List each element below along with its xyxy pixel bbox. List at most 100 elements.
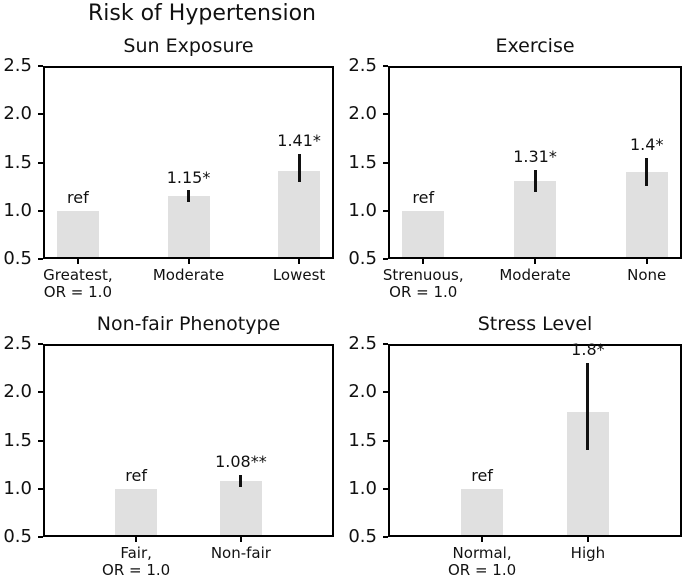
error-bar	[187, 190, 190, 203]
x-tick-label: Lowest	[273, 267, 325, 284]
x-tick-label-line: Lowest	[272, 266, 326, 284]
x-tick-label-line: Moderate	[499, 266, 571, 284]
subplot-exercise: Exercise 0.5 1.0 1.5 2.0 2.5 ref Strenuous, OR =…	[348, 35, 682, 301]
x-tick-mark	[135, 537, 138, 542]
x-tick-label-line: Strenuous,	[382, 266, 464, 284]
y-tick-mark	[38, 113, 43, 116]
subplot-title: Stress Level	[477, 313, 593, 335]
bar	[219, 481, 262, 535]
y-tick-label: 2.5	[3, 333, 32, 354]
x-tick-mark	[534, 259, 536, 264]
x-tick-label-line: High	[570, 544, 606, 562]
y-tick-label: 1.0	[3, 199, 32, 221]
bar-value-label: 1.15*	[166, 167, 211, 187]
subplot-non-fair-phenotype: Non-fair Phenotype 0.5 1.0 1.5 2.0 2.5 ref Fair…	[3, 313, 334, 579]
bar	[461, 488, 504, 535]
y-tick-mark	[38, 487, 43, 490]
plot-area	[43, 344, 334, 537]
x-tick-label-line: Greatest,	[43, 266, 113, 284]
x-tick-label: Greatest, OR = 1.0	[43, 267, 112, 301]
x-tick-label: Moderate	[499, 267, 570, 284]
x-tick-label: Normal, OR = 1.0	[448, 545, 516, 579]
error-bar	[586, 363, 590, 451]
y-tick-label: 0.5	[3, 248, 32, 269]
y-tick-label: 2.5	[348, 55, 377, 76]
bar-value-label: ref	[471, 465, 493, 485]
y-tick-mark	[383, 487, 388, 490]
x-tick-mark	[239, 537, 242, 542]
bar-value-label: 1.08**	[215, 452, 267, 472]
y-tick-mark	[383, 209, 388, 212]
y-tick-label: 0.5	[348, 526, 377, 547]
y-tick-mark	[383, 391, 388, 394]
y-tick-mark	[38, 209, 43, 212]
y-tick-label: 2.0	[3, 103, 32, 125]
x-tick-label-line: OR = 1.0	[102, 561, 171, 579]
x-tick-label-line: Moderate	[152, 266, 225, 284]
x-tick-label-line: None	[627, 266, 667, 284]
y-tick-mark	[38, 258, 43, 260]
x-tick-label-line: Non-fair	[210, 544, 271, 562]
y-tick-label: 2.0	[348, 103, 377, 125]
x-tick-mark	[76, 259, 79, 264]
y-tick-mark	[38, 439, 43, 442]
x-tick-label: None	[627, 267, 666, 284]
y-tick-label: 1.5	[348, 151, 377, 173]
x-tick-label: Non-fair	[211, 545, 271, 562]
bar-value-label: ref	[67, 187, 89, 207]
x-tick-mark	[645, 259, 648, 264]
y-tick-label: 2.0	[3, 381, 32, 403]
y-tick-label: 1.5	[3, 429, 32, 451]
bar	[402, 210, 445, 257]
y-tick-label: 1.5	[348, 429, 377, 451]
x-tick-mark	[422, 259, 425, 264]
y-tick-label: 1.0	[3, 477, 32, 499]
figure-title: Risk of Hypertension	[88, 1, 316, 26]
x-tick-label-line: OR = 1.0	[43, 283, 112, 301]
bar	[115, 488, 158, 535]
bar	[56, 210, 99, 257]
subplot-stress-level: Stress Level 0.5 1.0 1.5 2.0 2.5 ref Normal, OR …	[348, 313, 682, 579]
bar-value-label: ref	[125, 465, 147, 485]
error-bar	[297, 153, 301, 182]
y-tick-mark	[383, 161, 388, 164]
y-tick-mark	[383, 439, 388, 442]
x-tick-label: Fair, OR = 1.0	[102, 545, 170, 579]
y-tick-label: 2.0	[348, 381, 377, 403]
y-tick-mark	[383, 258, 388, 260]
error-bar	[533, 170, 537, 193]
x-tick-label: Strenuous, OR = 1.0	[383, 267, 464, 301]
y-tick-label: 1.5	[3, 151, 32, 173]
y-tick-mark	[383, 343, 388, 345]
subplot-title: Non-fair Phenotype	[96, 313, 281, 335]
error-bar	[645, 157, 649, 186]
bar	[167, 196, 210, 257]
y-tick-label: 1.0	[348, 199, 377, 221]
y-tick-label: 2.5	[3, 55, 32, 76]
subplot-title: Sun Exposure	[123, 35, 254, 57]
y-tick-mark	[38, 65, 43, 67]
bar-value-label: 1.4*	[629, 134, 664, 154]
x-tick-label-line: OR = 1.0	[447, 561, 517, 579]
bar	[625, 172, 668, 257]
plot-area	[388, 344, 682, 537]
error-bar	[239, 475, 243, 487]
y-tick-mark	[383, 65, 388, 67]
y-tick-mark	[38, 161, 43, 164]
y-tick-label: 0.5	[348, 248, 377, 269]
x-tick-mark	[187, 259, 190, 264]
y-tick-label: 0.5	[3, 526, 32, 547]
bar-value-label: 1.31*	[513, 147, 557, 167]
y-tick-mark	[38, 536, 43, 538]
bar	[278, 171, 321, 257]
x-tick-label: Moderate	[153, 267, 224, 284]
bar-value-label: ref	[412, 187, 435, 207]
bar-value-label: 1.41*	[277, 130, 321, 150]
x-tick-mark	[586, 537, 589, 542]
x-tick-label: High	[571, 545, 605, 562]
subplot-title: Exercise	[495, 35, 575, 57]
x-tick-mark	[481, 537, 484, 542]
x-tick-label-line: Fair,	[120, 544, 152, 562]
x-tick-mark	[298, 259, 301, 264]
